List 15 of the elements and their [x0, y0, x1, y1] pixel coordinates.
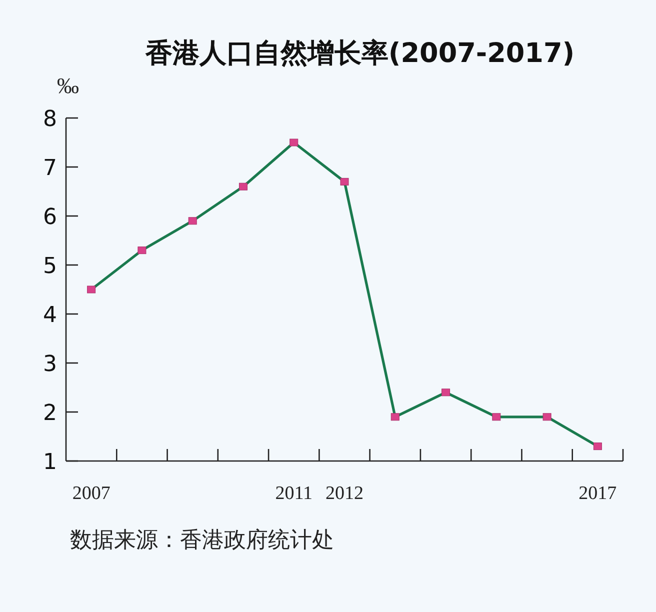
xtick: 2007: [72, 483, 110, 504]
ytick: 1: [43, 450, 57, 475]
xtick: 2011: [275, 483, 312, 504]
ytick: 2: [43, 401, 57, 426]
ytick: 8: [43, 107, 57, 132]
annotation: 数据来源：香港政府统计处: [70, 527, 334, 552]
title: 香港人口自然增长率(2007-2017): [145, 38, 575, 69]
xtick: 2017: [578, 483, 617, 504]
ytick: 5: [43, 254, 57, 279]
ytick: 6: [43, 205, 57, 230]
ylabel: ‰: [57, 73, 79, 98]
ytick: 4: [43, 303, 57, 328]
ytick: 3: [43, 352, 57, 377]
ytick: 7: [43, 156, 57, 181]
xtick: 2012: [326, 483, 364, 504]
